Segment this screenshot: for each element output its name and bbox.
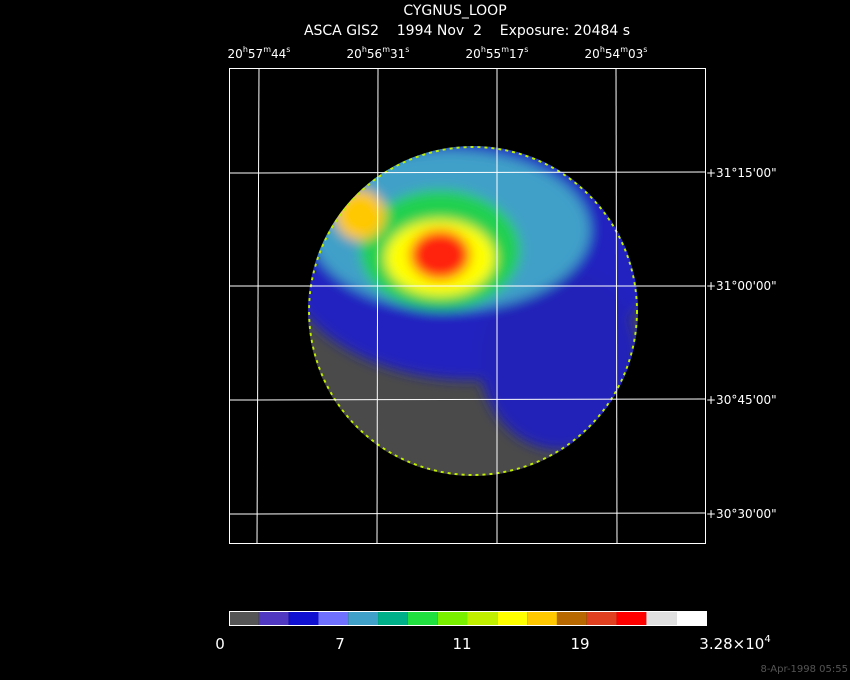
colorbar-segment xyxy=(318,611,349,625)
ra-unit: s xyxy=(643,45,647,54)
colorbar-segment xyxy=(646,611,677,625)
title: CYGNUS_LOOP xyxy=(403,3,506,19)
colorbar-segment xyxy=(527,611,557,625)
dec-label: +30°45'00" xyxy=(706,393,777,407)
exponent: 4 xyxy=(764,634,770,645)
colorbar-segment xyxy=(437,611,468,625)
colorbar: 0 7 11 19 3.28×104 xyxy=(215,611,771,653)
ra-value: 20 xyxy=(466,47,481,61)
colorbar-segment xyxy=(348,611,379,625)
colorbar-label: 19 xyxy=(570,635,589,653)
ra-value: 03 xyxy=(628,47,643,61)
ra-unit: s xyxy=(286,45,290,54)
ra-unit: m xyxy=(263,45,271,54)
ra-label: 20h54m03s xyxy=(585,45,648,61)
dec-label: +31°15'00" xyxy=(706,166,777,180)
timestamp: 8-Apr-1998 05:55 xyxy=(761,664,848,675)
ra-unit: h xyxy=(362,45,367,54)
colorbar-max-label: 3.28×104 xyxy=(699,634,770,653)
colorbar-segment xyxy=(586,611,617,625)
mantissa: 3.28×10 xyxy=(699,635,764,653)
ra-value: 56 xyxy=(367,47,382,61)
ra-label: 20h57m44s xyxy=(228,45,291,61)
ra-value: 17 xyxy=(509,47,524,61)
ra-labels: 20h57m44s 20h56m31s 20h55m17s 20h54m03s xyxy=(228,45,648,61)
ra-unit: m xyxy=(501,45,509,54)
ra-value: 20 xyxy=(585,47,600,61)
colorbar-label: 11 xyxy=(452,635,471,653)
colorbar-segment xyxy=(258,611,289,625)
colorbar-label: 0 xyxy=(215,635,225,653)
subtitle: ASCA GIS2 1994 Nov 2 Exposure: 20484 s xyxy=(304,23,630,39)
ra-unit: m xyxy=(620,45,628,54)
colorbar-segment xyxy=(616,611,647,625)
dec-labels: +31°15'00" +31°00'00" +30°45'00" +30°30'00" xyxy=(706,166,777,521)
ra-value: 54 xyxy=(605,47,620,61)
colorbar-segment xyxy=(407,611,438,625)
ra-label: 20h56m31s xyxy=(347,45,410,61)
colorbar-segment xyxy=(556,611,587,625)
ra-value: 31 xyxy=(390,47,405,61)
ra-label: 20h55m17s xyxy=(466,45,529,61)
ra-value: 20 xyxy=(347,47,362,61)
dec-label: +31°00'00" xyxy=(706,279,777,293)
ra-unit: h xyxy=(600,45,605,54)
colorbar-segment xyxy=(676,611,706,625)
ra-unit: h xyxy=(243,45,248,54)
colorbar-segment xyxy=(288,611,319,625)
dec-label: +30°30'00" xyxy=(706,507,777,521)
ra-value: 20 xyxy=(228,47,243,61)
coordinate-grid xyxy=(228,67,707,544)
colorbar-frame xyxy=(229,611,707,626)
ra-unit: s xyxy=(405,45,409,54)
colorbar-segment xyxy=(378,611,408,625)
ra-unit: h xyxy=(481,45,486,54)
xray-image xyxy=(308,146,638,476)
ra-value: 55 xyxy=(486,47,501,61)
colorbar-segment xyxy=(467,611,498,625)
ra-value: 44 xyxy=(271,47,286,61)
ra-value: 57 xyxy=(248,47,263,61)
colorbar-segment xyxy=(229,611,259,625)
colorbar-segment xyxy=(497,611,528,625)
ra-unit: m xyxy=(382,45,390,54)
ra-unit: s xyxy=(524,45,528,54)
colorbar-label: 7 xyxy=(335,635,345,653)
